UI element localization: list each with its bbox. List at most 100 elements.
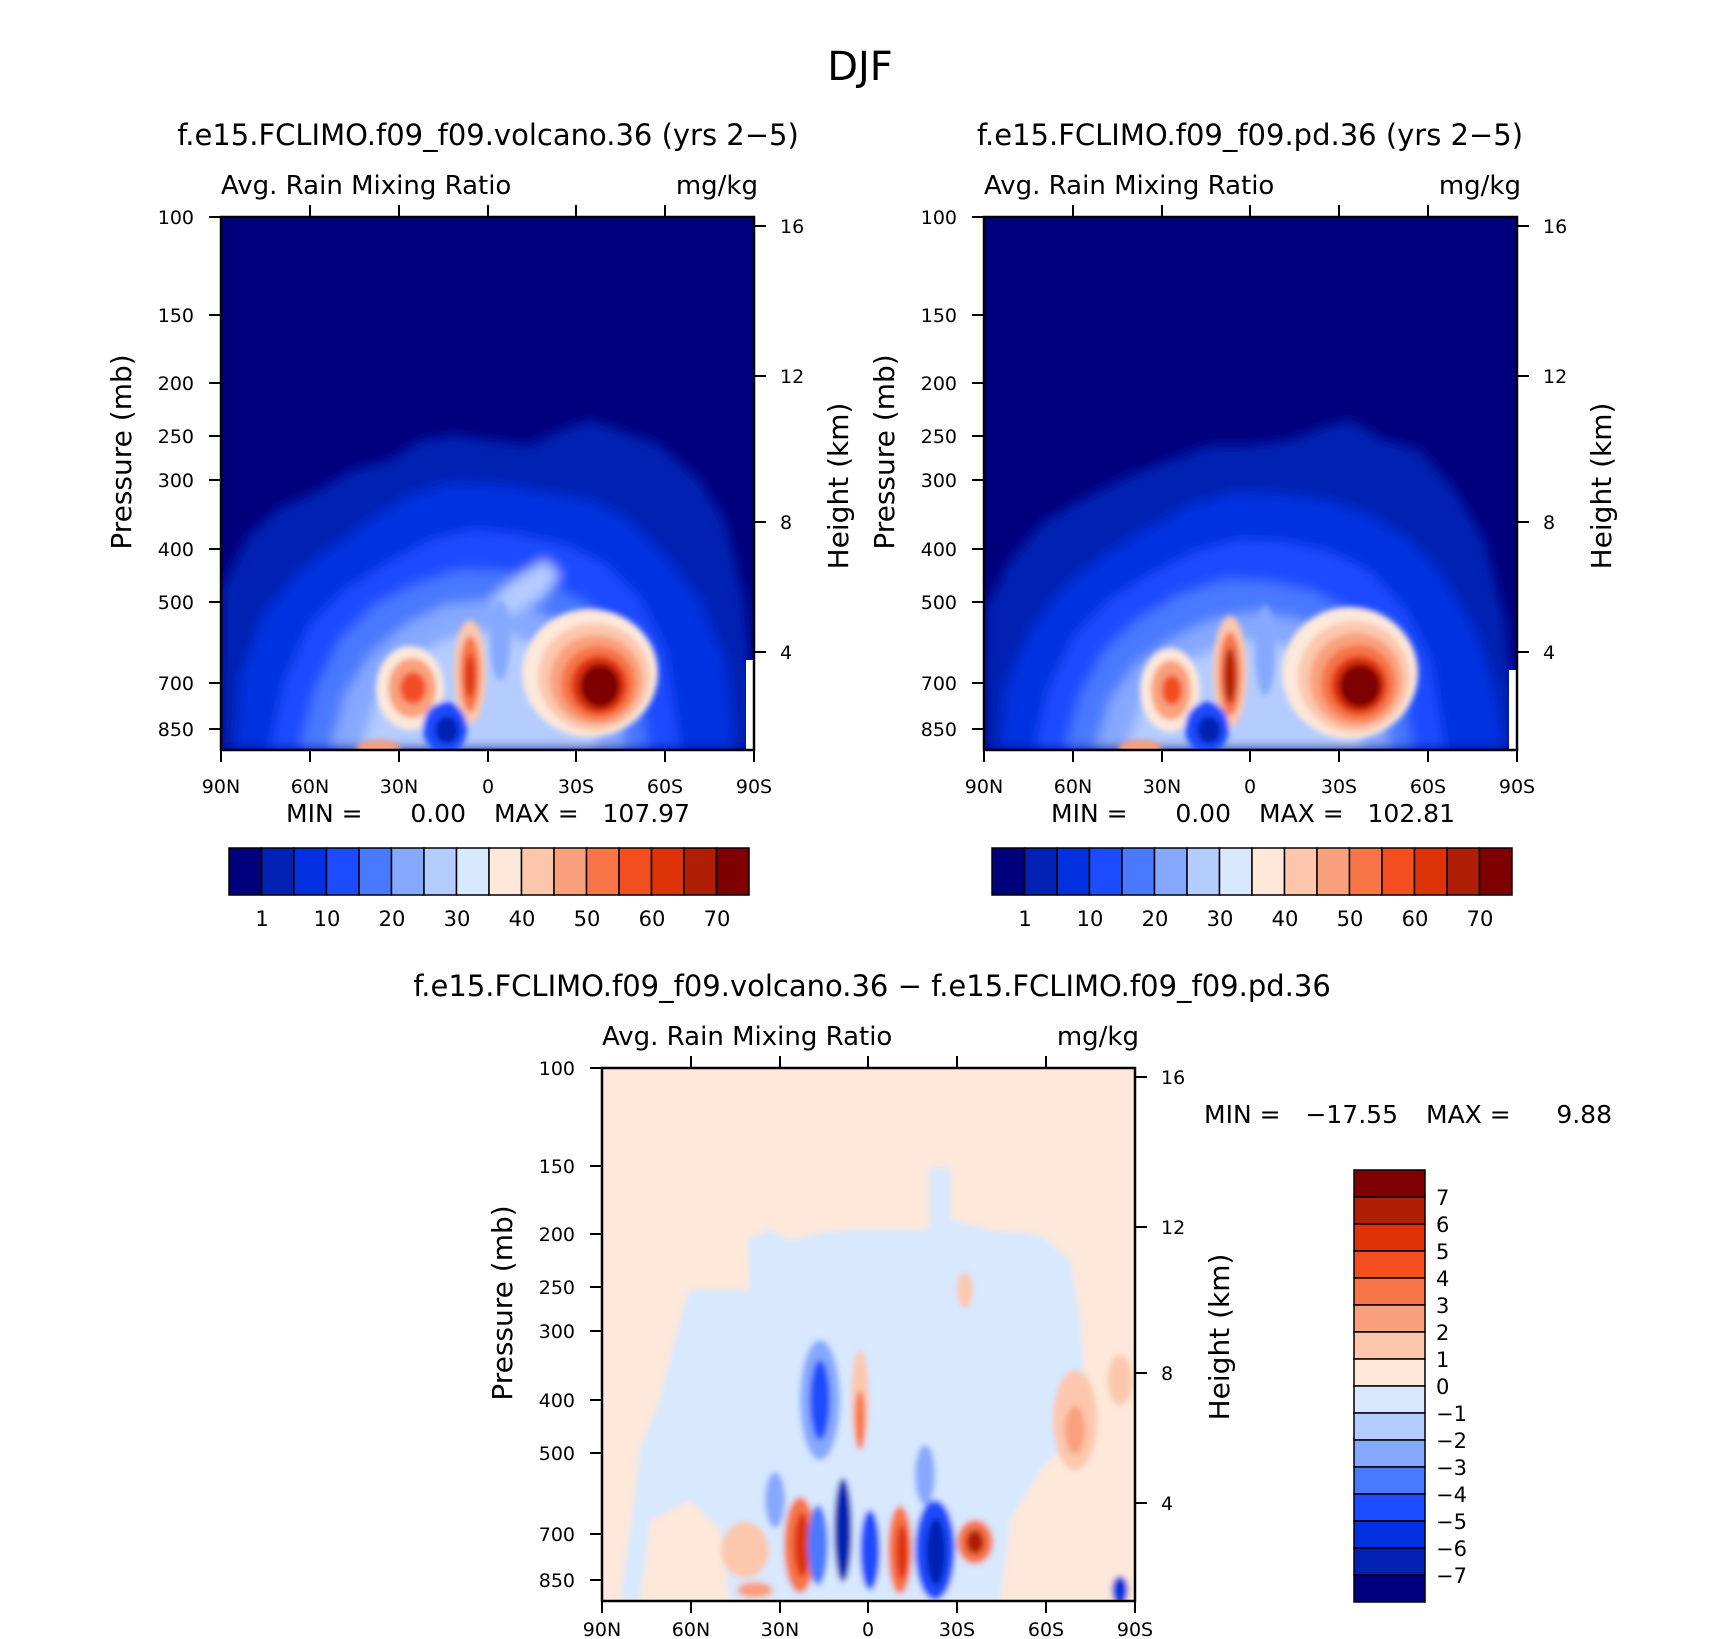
x-tick-label: 90N	[583, 1619, 621, 1639]
panel-title: f.e15.FCLIMO.f09_f09.pd.36 (yrs 2−5)	[977, 118, 1523, 152]
colorbar-swatch	[455, 847, 490, 896]
colorbar-label: −6	[1436, 1537, 1467, 1561]
y-right-axis-label: Height (km)	[1203, 1254, 1236, 1421]
y-tick-label: 300	[539, 1321, 575, 1343]
y-tick-label: 250	[539, 1277, 575, 1299]
max-value: 102.81	[1368, 799, 1455, 828]
y-tick-label: 300	[921, 470, 957, 492]
colorbar-swatch	[1023, 847, 1058, 896]
panel-difference: f.e15.FCLIMO.f09_f09.volcano.36 − f.e15.…	[413, 969, 1612, 1639]
colorbar-swatch	[1353, 1520, 1426, 1549]
colorbar-label: 70	[1467, 907, 1494, 931]
y-right-tick-label: 4	[1543, 642, 1555, 664]
y-tick-label: 400	[539, 1390, 575, 1412]
x-tick-label: 30S	[558, 776, 594, 798]
y-tick-label: 200	[158, 373, 194, 395]
x-tick-label: 0	[862, 1619, 874, 1639]
colorbar-swatch	[1121, 847, 1156, 896]
colorbar-swatch	[1353, 1358, 1426, 1387]
colorbar-swatch	[553, 847, 588, 896]
colorbar-label: 70	[704, 907, 731, 931]
colorbar-label: −4	[1436, 1483, 1467, 1507]
x-tick-label: 90N	[202, 776, 240, 798]
x-tick-label: 30N	[380, 776, 418, 798]
colorbar-label: 2	[1436, 1321, 1449, 1345]
colorbar-swatch	[1353, 1331, 1426, 1360]
colorbar: 1 10 20 30 40 50 60 70	[991, 847, 1513, 931]
min-max-readout: MIN = 0.00 MAX = 107.97	[286, 799, 690, 828]
y-tick-label: 300	[158, 470, 194, 492]
colorbar-label: −5	[1436, 1510, 1467, 1534]
x-tick-label: 0	[482, 776, 494, 798]
colorbar-label: 50	[574, 907, 601, 931]
colorbar-swatch	[260, 847, 295, 896]
colorbar-swatch	[1353, 1277, 1426, 1306]
y-right-tick-label: 16	[1161, 1067, 1185, 1089]
x-tick-label: 90S	[736, 776, 772, 798]
colorbar-swatch	[1353, 1574, 1426, 1603]
y-tick-label: 200	[921, 373, 957, 395]
units-label: mg/kg	[1057, 1022, 1139, 1052]
colorbar-swatch	[1353, 1439, 1426, 1468]
panel-pd: f.e15.FCLIMO.f09_f09.pd.36 (yrs 2−5) Avg…	[868, 118, 1618, 931]
colorbar-label: 4	[1436, 1267, 1449, 1291]
colorbar-swatch	[1353, 1196, 1426, 1225]
y-axis-label: Pressure (mb)	[105, 354, 138, 549]
colorbar-swatch	[1381, 847, 1416, 896]
y-tick-label: 100	[921, 207, 957, 229]
y-right-tick-label: 4	[780, 642, 792, 664]
y-right-tick-labels: 16 12 8 4	[1543, 216, 1567, 664]
colorbar-swatch	[228, 847, 263, 896]
colorbar-swatch	[715, 847, 750, 896]
x-tick-label: 30N	[761, 1619, 799, 1639]
x-tick-label: 60S	[1028, 1619, 1064, 1639]
colorbar-swatch	[1353, 1223, 1426, 1252]
x-tick-label: 30S	[939, 1619, 975, 1639]
colorbar-swatch	[1348, 847, 1383, 896]
y-tick-label: 400	[158, 539, 194, 561]
min-max-readout: MIN = −17.55 MAX = 9.88	[1204, 1100, 1612, 1129]
y-tick-label: 850	[158, 719, 194, 741]
colorbar-swatch	[1353, 1547, 1426, 1576]
colorbar-swatch	[293, 847, 328, 896]
colorbar-label: 0	[1436, 1375, 1449, 1399]
y-tick-label: 150	[539, 1156, 575, 1178]
x-tick-label: 90S	[1499, 776, 1535, 798]
colorbar: 1 10 20 30 40 50 60 70	[228, 847, 750, 931]
colorbar-label: 50	[1337, 907, 1364, 931]
colorbar-label: −3	[1436, 1456, 1467, 1480]
y-right-tick-labels: 16 12 8 4	[1161, 1067, 1185, 1515]
y-right-tick-label: 8	[1543, 512, 1555, 534]
colorbar-label: 10	[314, 907, 341, 931]
variable-label: Avg. Rain Mixing Ratio	[602, 1022, 892, 1052]
y-right-tick-label: 8	[1161, 1363, 1173, 1385]
y-tick-label: 150	[158, 305, 194, 327]
colorbar-swatch	[618, 847, 653, 896]
min-max-readout: MIN = 0.00 MAX = 102.81	[1051, 799, 1455, 828]
colorbar-label: 3	[1436, 1294, 1449, 1318]
plot-frame	[972, 205, 1529, 762]
max-value: 9.88	[1556, 1100, 1612, 1129]
colorbar-swatch	[1088, 847, 1123, 896]
x-tick-label: 60S	[1410, 776, 1446, 798]
y-tick-label: 700	[539, 1524, 575, 1546]
colorbar-swatch	[683, 847, 718, 896]
y-tick-label: 500	[539, 1443, 575, 1465]
max-label: MAX =	[494, 799, 579, 828]
colorbar-swatch	[1353, 1385, 1426, 1414]
colorbar-label: 7	[1436, 1186, 1449, 1210]
colorbar-swatch	[520, 847, 555, 896]
colorbar-swatch	[991, 847, 1026, 896]
colorbar-label: −2	[1436, 1429, 1467, 1453]
y-tick-label: 200	[539, 1224, 575, 1246]
y-tick-label: 700	[158, 673, 194, 695]
y-axis-label: Pressure (mb)	[486, 1205, 519, 1400]
colorbar-swatch	[1353, 1466, 1426, 1495]
y-tick-label: 700	[921, 673, 957, 695]
y-right-tick-label: 12	[780, 366, 804, 388]
colorbar-label: −7	[1436, 1564, 1467, 1588]
x-tick-labels: 90N 60N 30N 0 30S 60S 90S	[965, 776, 1535, 798]
y-right-tick-labels: 16 12 8 4	[780, 216, 804, 664]
y-right-axis-label: Height (km)	[822, 403, 855, 570]
y-tick-labels: 100 150 200 250 300 400 500 700 850	[921, 207, 957, 741]
